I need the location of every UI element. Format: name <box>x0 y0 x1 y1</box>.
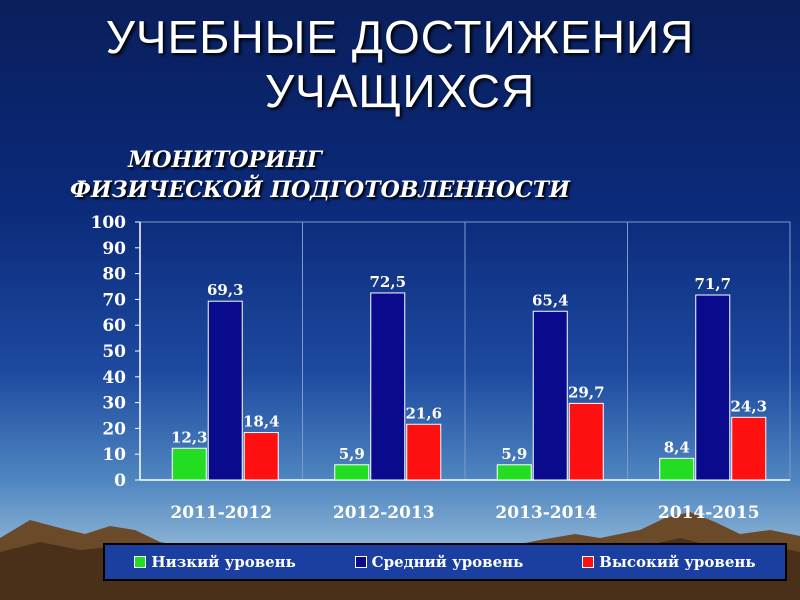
data-label: 65,4 <box>532 291 569 309</box>
x-tick-label: 2013-2014 <box>495 503 597 523</box>
page-title: УЧЕБНЫЕ ДОСТИЖЕНИЯ УЧАЩИХСЯ <box>0 10 800 118</box>
y-tick-label: 60 <box>102 316 126 336</box>
bar <box>659 457 695 481</box>
bar <box>731 416 767 481</box>
y-tick-label: 90 <box>102 239 126 259</box>
legend-swatch-low <box>134 556 147 568</box>
legend-item-medium: Средний уровень <box>354 553 524 571</box>
chart-title-line2: ФИЗИЧЕСКОЙ ПОДГОТОВЛЕННОСТИ <box>70 177 570 203</box>
legend-label-high: Высокий уровень <box>599 553 756 571</box>
data-label: 72,5 <box>369 273 406 291</box>
data-label: 24,3 <box>730 397 767 415</box>
legend-swatch-high <box>582 556 595 568</box>
y-tick-label: 100 <box>91 213 127 233</box>
chart-title-line1: МОНИТОРИНГ <box>128 147 322 173</box>
data-label: 21,6 <box>405 404 442 422</box>
chart-title: МОНИТОРИНГ ФИЗИЧЕСКОЙ ПОДГОТОВЛЕННОСТИ <box>0 145 800 205</box>
bar-chart: 0 10 20 30 40 50 60 70 80 90 100 12,3 69,3 18,4 2011-2… <box>91 213 791 523</box>
x-tick-label: 2012-2013 <box>333 503 435 523</box>
data-label: 5,9 <box>501 445 527 463</box>
legend-swatch-medium <box>354 556 367 568</box>
legend-label-medium: Средний уровень <box>371 553 524 571</box>
data-label: 8,4 <box>664 438 690 456</box>
y-tick-label: 70 <box>102 290 126 310</box>
legend-item-low: Низкий уровень <box>134 553 296 571</box>
bar <box>532 310 568 481</box>
bar <box>496 464 532 481</box>
chart-legend: Низкий уровень Средний уровень Высокий у… <box>103 543 787 581</box>
bar <box>370 292 406 481</box>
page-title-line1: УЧЕБНЫЕ ДОСТИЖЕНИЯ <box>105 11 695 63</box>
legend-label-low: Низкий уровень <box>151 553 296 571</box>
bar <box>207 300 243 481</box>
x-tick-label: 2014-2015 <box>658 503 760 523</box>
y-tick-label: 10 <box>102 445 126 465</box>
bar <box>406 423 442 481</box>
y-tick-label: 80 <box>102 265 126 285</box>
y-tick-label: 50 <box>102 342 126 362</box>
bar <box>695 294 731 481</box>
bar <box>334 464 370 481</box>
y-tick-label: 30 <box>102 394 126 414</box>
y-tick-label: 0 <box>114 471 126 491</box>
data-label: 12,3 <box>171 428 208 446</box>
bar <box>171 447 207 481</box>
data-label: 71,7 <box>694 275 731 293</box>
data-label: 5,9 <box>339 445 365 463</box>
bar <box>243 432 279 481</box>
y-tick-label: 20 <box>102 419 126 439</box>
data-label: 18,4 <box>243 413 280 431</box>
x-tick-label: 2011-2012 <box>170 503 272 523</box>
legend-item-high: Высокий уровень <box>582 553 756 571</box>
y-tick-label: 40 <box>102 368 126 388</box>
data-label: 69,3 <box>207 281 244 299</box>
page-title-line2: УЧАЩИХСЯ <box>264 65 536 117</box>
bar <box>568 402 604 481</box>
data-label: 29,7 <box>568 383 605 401</box>
